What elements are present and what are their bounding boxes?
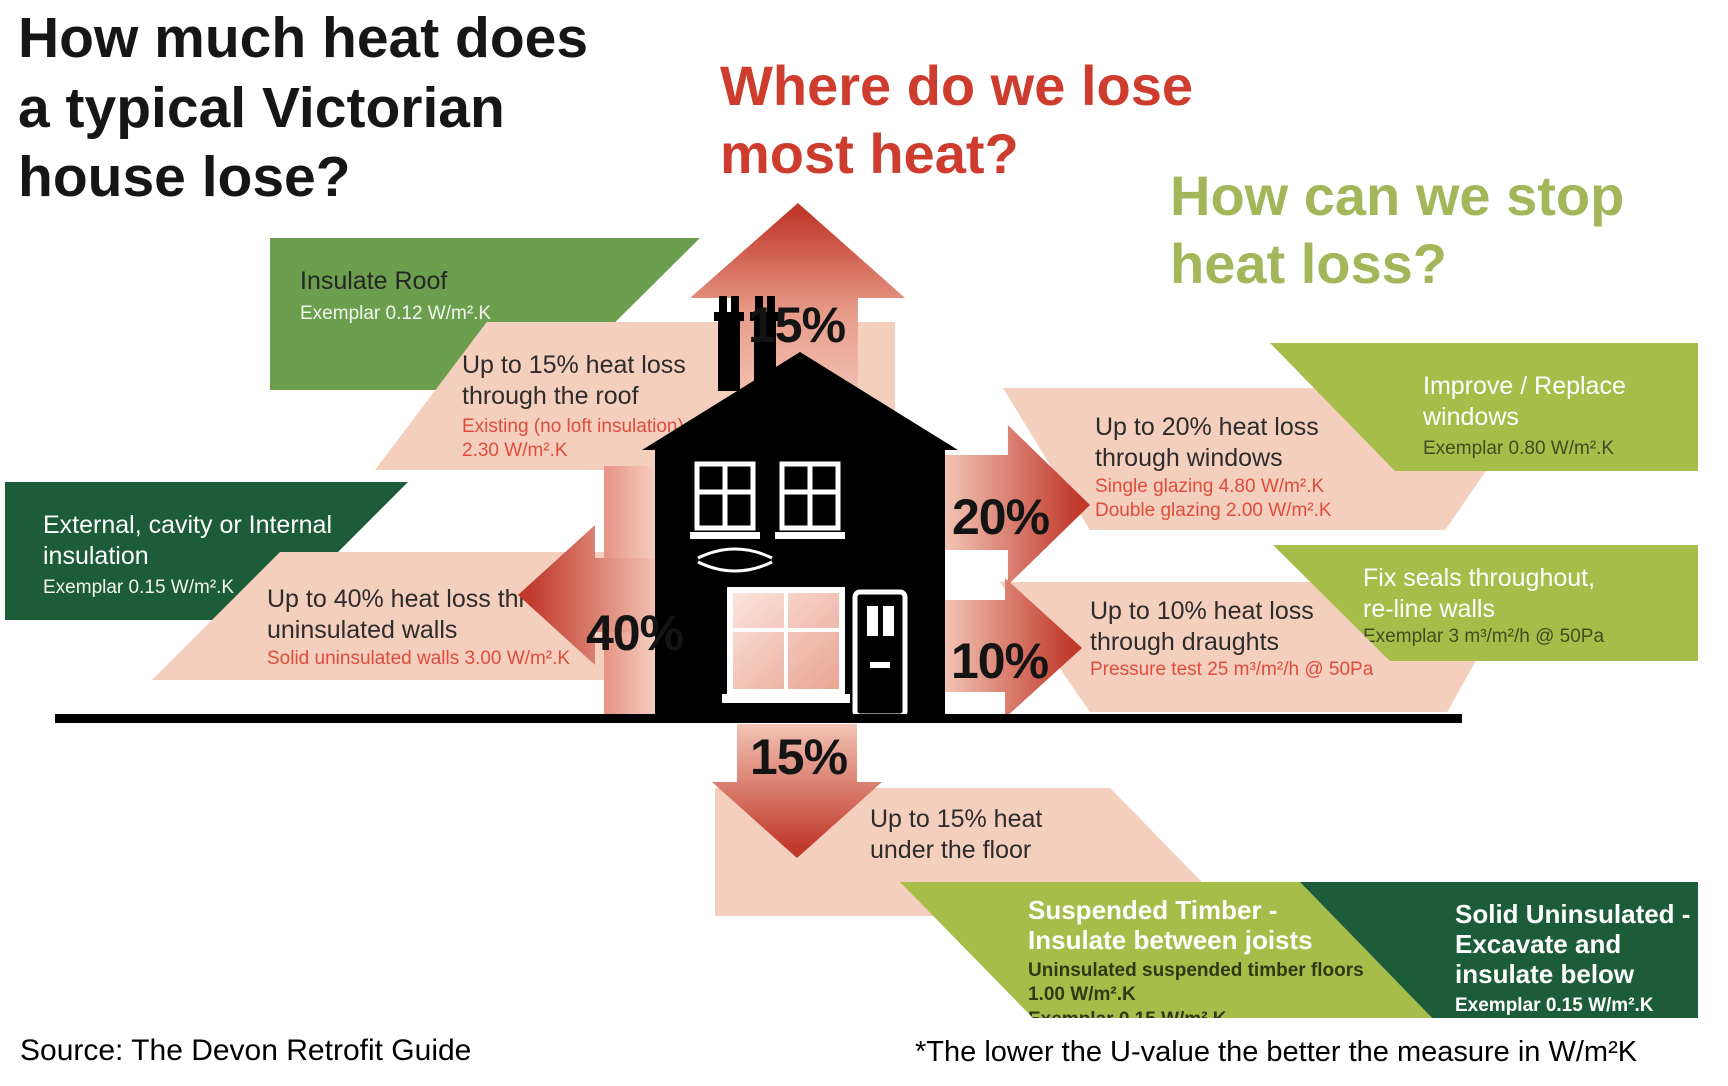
heading-stop-line1: How can we stop: [1170, 164, 1625, 227]
wall-insulation-line1: External, cavity or Internal: [43, 511, 333, 539]
solid-floor-line3: insulate below: [1455, 958, 1635, 989]
improve-windows-detail: Exemplar 0.80 W/m².K: [1423, 438, 1615, 459]
fix-seals-line1: Fix seals throughout,: [1363, 564, 1596, 592]
solid-floor-line2: Excavate and: [1455, 928, 1622, 959]
draught-loss-line2: through draughts: [1090, 627, 1280, 656]
source-credit: Source: The Devon Retrofit Guide: [20, 1034, 472, 1067]
wall-insulation-detail: Exemplar 0.15 W/m².K: [43, 577, 235, 598]
main-title-line3: house lose?: [18, 145, 351, 210]
heading-lose-line2: most heat?: [720, 122, 1019, 186]
insulate-roof-title: Insulate Roof: [300, 267, 448, 295]
roof-loss-red2: 2.30 W/m².K: [462, 439, 568, 461]
suspended-timber-line2: Insulate between joists: [1028, 924, 1313, 955]
window-loss-red1: Single glazing 4.80 W/m².K: [1095, 476, 1325, 497]
improve-windows-line2: windows: [1423, 402, 1519, 431]
heading-stop-heat-loss: How can we stop heat loss?: [1170, 162, 1624, 299]
roof-loss-red1: Existing (no loft insulation): [462, 416, 684, 437]
sash-window-icon: [694, 461, 841, 531]
solid-floor-detail: Exemplar 0.15 W/m².K: [1455, 994, 1654, 1016]
fix-seals-line2: re-line walls: [1363, 594, 1495, 623]
draught-loss-red1: Pressure test 25 m³/m²/h @ 50Pa: [1090, 659, 1374, 680]
floor-loss-line1: Up to 15% heat: [870, 805, 1043, 833]
suspended-timber-detail1: Uninsulated suspended timber floors: [1028, 959, 1364, 981]
wall-insulation-line2: insulation: [43, 541, 149, 570]
fix-seals-detail: Exemplar 3 m³/m²/h @ 50Pa: [1363, 626, 1605, 647]
roof-loss-line2: through the roof: [462, 381, 639, 410]
wall-loss-red1: Solid uninsulated walls 3.00 W/m².K: [267, 648, 571, 669]
window-loss-line1: Up to 20% heat loss: [1095, 413, 1319, 441]
suspended-timber-detail3: Exemplar 0.15 W/m².K: [1028, 1009, 1227, 1031]
fix-seals-banner: Fix seals throughout, re-line walls Exem…: [1273, 545, 1698, 661]
draught-loss-percent: 10%: [951, 633, 1049, 689]
insulate-roof-detail: Exemplar 0.12 W/m².K: [300, 302, 492, 324]
window-loss-line2: through windows: [1095, 443, 1283, 472]
main-title: How much heat does a typical Victorian h…: [18, 4, 588, 213]
ground-line: [55, 714, 1462, 723]
floor-loss-line2: under the floor: [870, 835, 1032, 864]
house-illustration: [642, 296, 958, 719]
heading-lose-line1: Where do we lose: [720, 54, 1193, 117]
laurel-icon: [697, 547, 773, 573]
u-value-footnote: *The lower the U-value the better the me…: [915, 1036, 1638, 1068]
roof-icon: [642, 352, 958, 450]
solid-floor-line1: Solid Uninsulated -: [1455, 899, 1691, 929]
improve-windows-line1: Improve / Replace: [1423, 372, 1626, 400]
bay-window-icon: [722, 587, 850, 703]
wall-loss-line2: uninsulated walls: [267, 615, 458, 644]
floor-loss-percent: 15%: [750, 729, 848, 785]
heading-where-lose-heat: Where do we lose most heat?: [720, 52, 1193, 189]
window-loss-percent: 20%: [952, 489, 1050, 545]
chimney-icon: [714, 296, 780, 391]
roof-loss-percent: 15%: [748, 297, 846, 353]
suspended-timber-line1: Suspended Timber -: [1028, 895, 1278, 925]
door-icon: [852, 589, 908, 719]
suspended-timber-detail2: 1.00 W/m².K: [1028, 984, 1136, 1006]
main-title-line1: How much heat does: [18, 6, 589, 70]
roof-loss-line1: Up to 15% heat loss: [462, 351, 686, 379]
wall-loss-percent: 40%: [586, 605, 684, 661]
heading-stop-line2: heat loss?: [1170, 232, 1447, 296]
draught-loss-line1: Up to 10% heat loss: [1090, 597, 1314, 625]
main-title-line2: a typical Victorian: [18, 75, 505, 140]
window-loss-red2: Double glazing 2.00 W/m².K: [1095, 499, 1332, 521]
